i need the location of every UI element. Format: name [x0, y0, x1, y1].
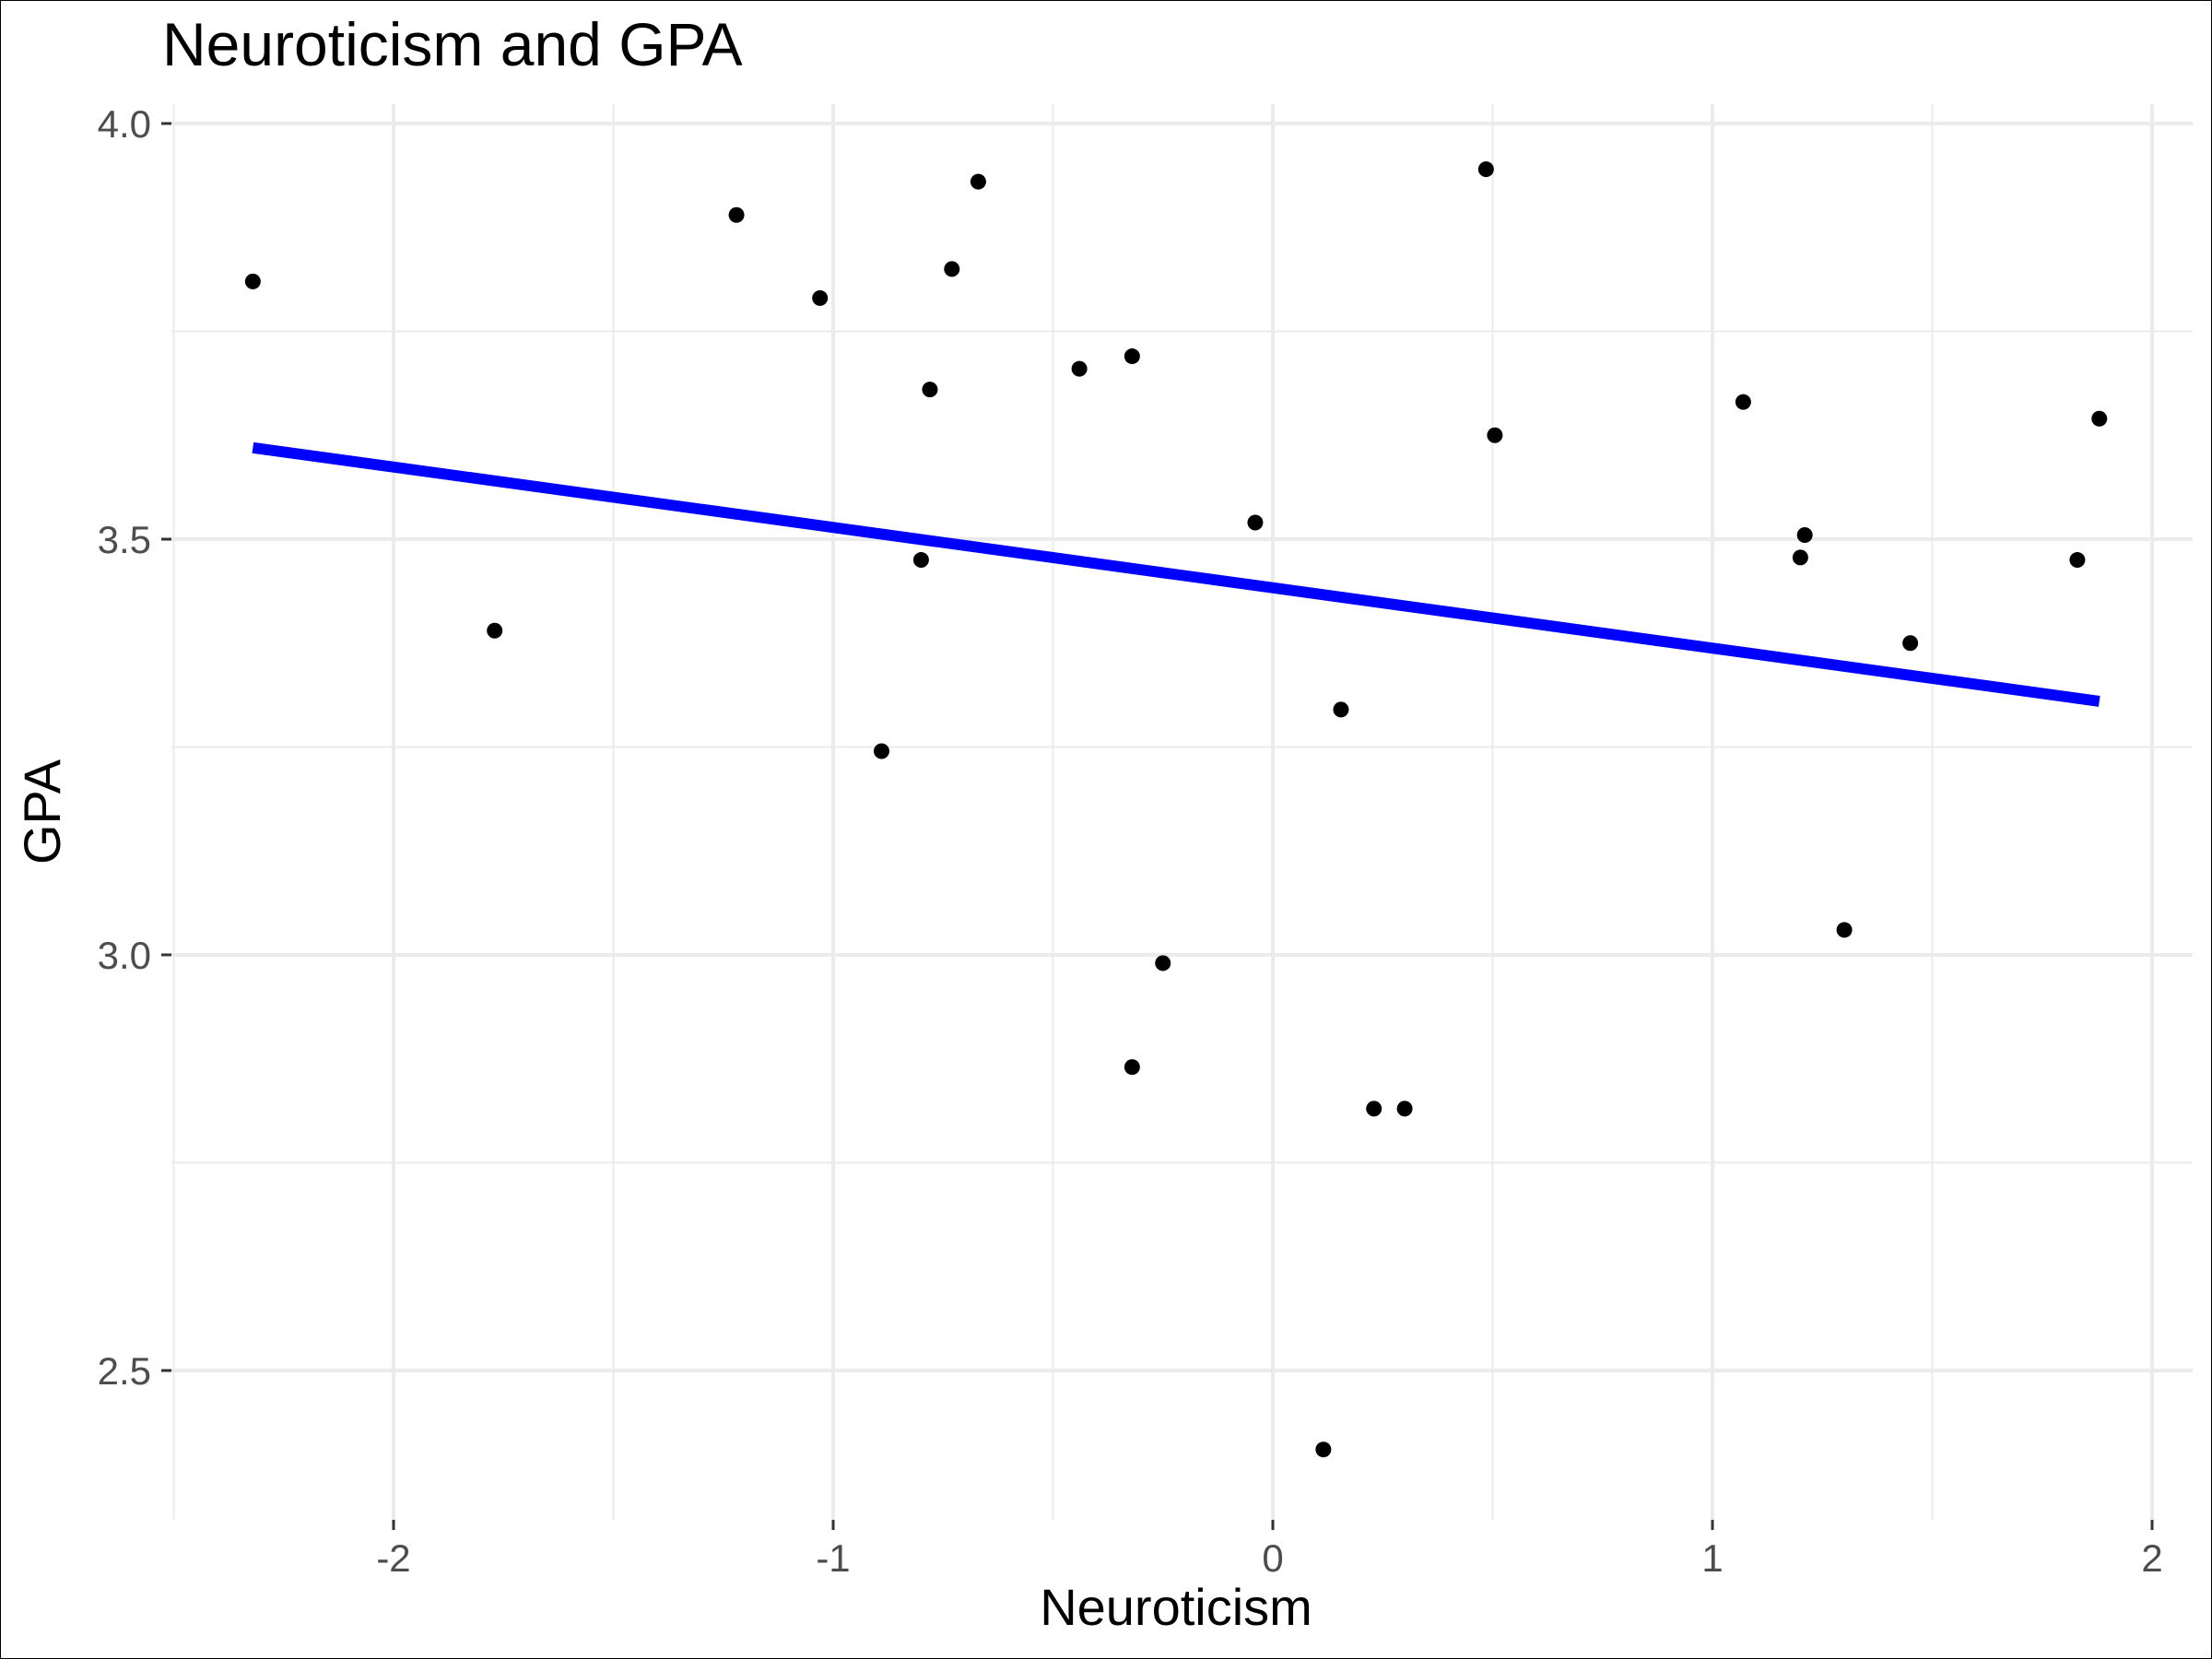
- data-point: [1796, 526, 1813, 543]
- x-tick-label: -2: [376, 1536, 410, 1580]
- trend-line: [252, 441, 2100, 707]
- data-point: [1487, 427, 1503, 443]
- y-axis-title: GPA: [13, 759, 71, 865]
- data-point: [1315, 1441, 1332, 1458]
- chart-title: Neuroticism and GPA: [162, 10, 743, 78]
- data-point: [2091, 410, 2108, 427]
- y-tick-label: 4.0: [98, 102, 151, 146]
- data-point: [244, 273, 261, 289]
- data-point: [1124, 1059, 1140, 1076]
- data-point: [1396, 1100, 1413, 1117]
- tick-labels: -2 -1 0 1 2 2.5 3.0 3.5 4.0: [98, 102, 2163, 1580]
- data-point: [1366, 1100, 1382, 1117]
- axis-ticks: [161, 122, 2154, 1530]
- x-axis-title: Neuroticism: [1040, 1578, 1312, 1636]
- data-point: [873, 743, 889, 759]
- data-point: [922, 382, 938, 398]
- data-point: [1477, 161, 1494, 178]
- y-tick-label: 2.5: [98, 1349, 151, 1393]
- data-point: [1735, 394, 1751, 410]
- data-point: [1333, 701, 1349, 718]
- x-tick-label: 0: [1262, 1536, 1283, 1580]
- y-tick-label: 3.5: [98, 518, 151, 561]
- data-point: [1247, 514, 1264, 531]
- data-point: [912, 552, 929, 569]
- x-tick-label: 1: [1701, 1536, 1723, 1580]
- data-point: [487, 622, 503, 639]
- x-tick-label: 2: [2141, 1536, 2162, 1580]
- data-point: [728, 206, 745, 223]
- major-gridlines: [171, 104, 2193, 1520]
- data-point: [1792, 549, 1808, 566]
- data-point: [1155, 955, 1171, 971]
- data-point: [812, 289, 829, 306]
- y-tick-label: 3.0: [98, 934, 151, 977]
- data-point: [1124, 348, 1140, 365]
- data-point: [1071, 360, 1088, 377]
- data-point: [1836, 922, 1853, 938]
- data-point: [944, 261, 960, 277]
- x-tick-label: -1: [816, 1536, 850, 1580]
- minor-gridlines: [171, 104, 2193, 1520]
- data-point: [970, 173, 986, 190]
- data-point: [1902, 635, 1919, 652]
- data-point: [2069, 552, 2086, 569]
- data-points: [244, 161, 2108, 1458]
- trend-line-group: [252, 441, 2100, 707]
